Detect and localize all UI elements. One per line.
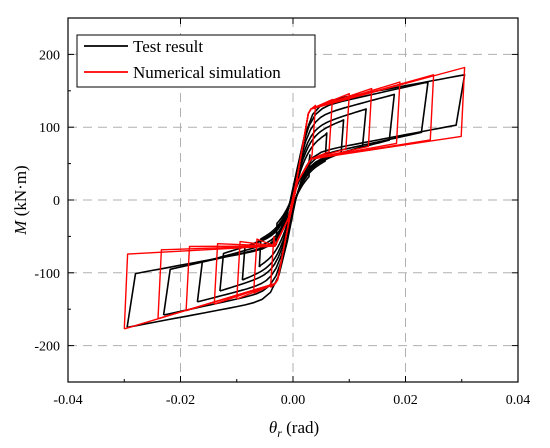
legend: Test result Numerical simulation: [76, 34, 316, 88]
x-tick-label: -0.02: [166, 393, 195, 408]
legend-label-sim: Numerical simulation: [133, 63, 281, 82]
x-tick-label: -0.04: [53, 393, 82, 408]
y-tick-label: 100: [39, 121, 60, 136]
test-result-loop-2: [258, 132, 328, 268]
axis-ticks: -0.04 -0.02 0.00 0.02 0.04 -200 -100 0 100 200: [34, 17, 531, 408]
test-result-loop-3: [241, 119, 345, 281]
series-layer: [123, 66, 466, 330]
y-tick-label: -200: [34, 340, 60, 355]
y-tick-label: 200: [39, 48, 60, 63]
test-result-loop-7: [126, 74, 466, 329]
x-axis-title: θr (rad): [269, 418, 319, 440]
legend-box: [76, 34, 316, 88]
simulation-loop-7: [123, 66, 466, 330]
x-tick-label: 0.00: [281, 393, 306, 408]
y-axis-title: M (kN·m): [11, 165, 30, 235]
y-tick-label: -100: [34, 267, 60, 282]
y-tick-label: 0: [53, 194, 60, 209]
test-result-loop-4: [219, 108, 367, 292]
x-tick-label: 0.02: [393, 393, 418, 408]
x-tick-label: 0.04: [506, 393, 531, 408]
legend-label-test: Test result: [133, 37, 203, 56]
